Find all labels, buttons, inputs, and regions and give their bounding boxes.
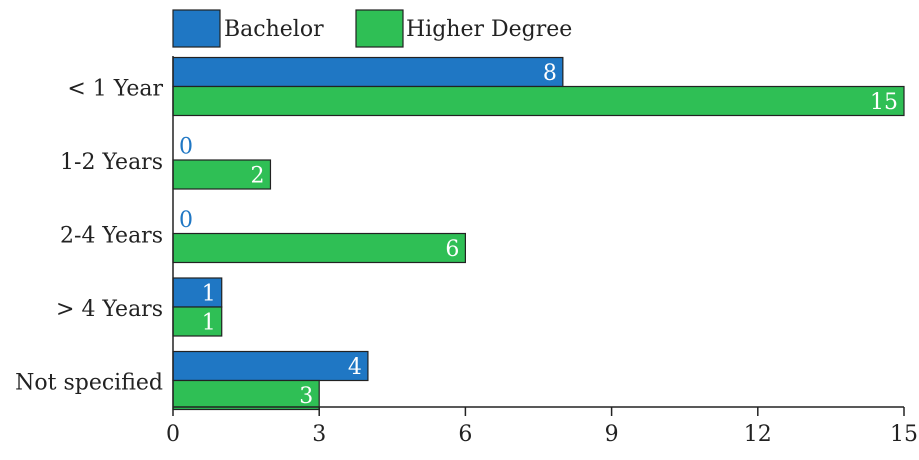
- category-label: > 4 Years: [56, 297, 163, 322]
- bar-higher-degree: [172, 379, 320, 411]
- x-tick-label: 6: [458, 422, 472, 447]
- bar-bachelor: [172, 277, 223, 308]
- x-axis: 0 3 6 9 12 15: [166, 56, 918, 447]
- legend-label-bachelor: Bachelor: [224, 17, 324, 42]
- x-tick-label: 9: [605, 422, 619, 447]
- data-label: 1: [202, 282, 216, 307]
- legend-swatch-bachelor: [172, 9, 221, 48]
- y-axis-labels: < 1 Year 1-2 Years 2-4 Years > 4 Years Not s…: [15, 77, 163, 396]
- bars-group: 8 15 0 2 0 6 1 1 4 3: [172, 56, 905, 411]
- x-tick-label: 3: [312, 422, 326, 447]
- data-label: 6: [445, 237, 459, 262]
- bar-higher-degree: [172, 85, 905, 117]
- data-label: 3: [299, 384, 313, 409]
- legend: Bachelor Higher Degree: [172, 9, 572, 48]
- x-tick-label: 0: [166, 422, 180, 447]
- category-label: 2-4 Years: [60, 224, 163, 249]
- category-label: Not specified: [15, 371, 163, 396]
- data-label: 8: [543, 61, 557, 86]
- data-label: 15: [870, 90, 898, 115]
- data-label: 4: [348, 355, 362, 380]
- bar-bachelor: [172, 350, 369, 382]
- bar-bachelor: [172, 56, 564, 88]
- data-label: 1: [202, 311, 216, 336]
- bar-higher-degree: [172, 232, 466, 264]
- legend-label-higher-degree: Higher Degree: [406, 17, 572, 42]
- bar-higher-degree: [172, 306, 223, 337]
- data-label: 0: [179, 135, 193, 160]
- data-label: 2: [250, 164, 264, 189]
- category-label: 1-2 Years: [60, 150, 163, 175]
- legend-swatch-higher-degree: [355, 9, 404, 48]
- category-label: < 1 Year: [67, 77, 163, 102]
- x-tick-label: 12: [744, 422, 772, 447]
- data-label: 0: [179, 208, 193, 233]
- x-tick-label: 15: [890, 422, 918, 447]
